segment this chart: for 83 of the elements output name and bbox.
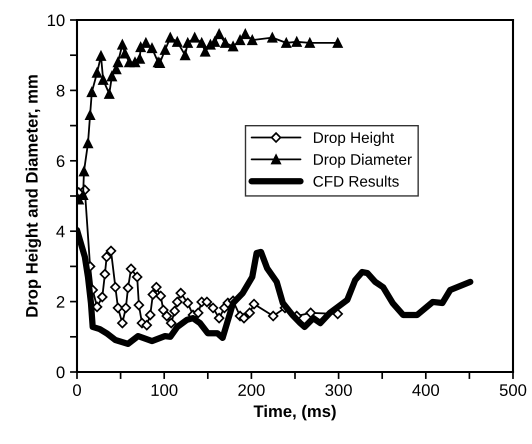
point	[267, 32, 278, 43]
point	[144, 310, 156, 320]
x-tick-label: 400	[412, 384, 440, 396]
point	[120, 48, 130, 58]
point	[101, 252, 112, 262]
point	[155, 290, 166, 302]
y-tick-label: 2	[56, 296, 64, 308]
point	[158, 304, 169, 316]
point	[148, 289, 158, 300]
point	[160, 44, 170, 55]
point	[268, 310, 278, 322]
point	[182, 298, 193, 308]
point	[214, 312, 224, 324]
point	[165, 32, 176, 43]
x-tick-label: 300	[325, 384, 352, 396]
point	[190, 32, 200, 43]
point	[180, 50, 190, 60]
point	[200, 46, 210, 57]
y-axis-title: Drop Height and Diameter, mm	[25, 75, 42, 317]
point	[208, 302, 218, 314]
point	[85, 110, 96, 120]
point	[292, 36, 302, 47]
point	[97, 292, 108, 302]
x-tick-label: 200	[238, 384, 265, 396]
point	[281, 38, 292, 48]
point	[106, 71, 117, 82]
point	[140, 38, 151, 48]
point	[182, 38, 193, 48]
point	[96, 50, 106, 61]
point	[100, 268, 110, 280]
point	[305, 308, 316, 318]
legend-label: CFD Results	[313, 176, 399, 187]
point	[117, 40, 128, 50]
point	[112, 57, 123, 68]
point	[169, 306, 180, 316]
point	[106, 246, 116, 256]
point	[332, 38, 343, 48]
point	[166, 318, 176, 328]
point	[248, 298, 260, 310]
point	[120, 302, 132, 314]
y-tick-label: 0	[56, 366, 65, 378]
point	[146, 43, 157, 54]
y-tick-label: 6	[56, 155, 64, 168]
x-axis-title: Time, (ms)	[254, 404, 336, 420]
y-tick-label: 10	[48, 14, 65, 26]
point	[240, 29, 250, 40]
point	[192, 308, 204, 318]
x-tick-label: 0	[73, 384, 81, 396]
y-tick-label: 8	[56, 84, 64, 97]
point	[122, 282, 134, 294]
legend-label: Drop Height	[314, 132, 394, 146]
point	[92, 68, 102, 78]
point	[244, 308, 255, 318]
point	[235, 35, 246, 46]
point	[86, 87, 97, 98]
point	[117, 318, 128, 328]
point	[126, 264, 136, 274]
point	[247, 35, 258, 46]
point	[98, 74, 108, 85]
y-tick-label: 4	[56, 226, 65, 238]
point	[214, 29, 224, 40]
point	[220, 38, 230, 48]
point	[104, 88, 114, 99]
point	[176, 288, 186, 298]
point	[162, 310, 172, 322]
point	[110, 282, 121, 292]
point	[196, 38, 207, 48]
point	[202, 296, 212, 308]
point	[238, 312, 250, 324]
point	[82, 138, 93, 148]
point	[112, 302, 124, 314]
point	[134, 300, 144, 310]
point	[172, 296, 183, 308]
point	[142, 320, 152, 330]
point	[228, 41, 238, 52]
x-tick-label: 500	[500, 384, 526, 396]
x-tick-label: 100	[152, 384, 178, 396]
legend-label: Drop Diameter	[314, 154, 412, 168]
point	[132, 272, 142, 282]
point	[172, 36, 182, 47]
point	[151, 282, 162, 292]
point	[78, 166, 89, 176]
point	[304, 38, 315, 48]
